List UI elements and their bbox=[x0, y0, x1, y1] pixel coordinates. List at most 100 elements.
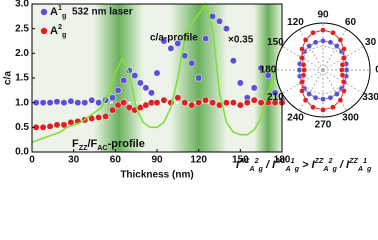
polar-point bbox=[340, 79, 347, 85]
polar-point bbox=[327, 39, 334, 46]
polar-point bbox=[338, 67, 345, 73]
text-part: /F bbox=[87, 138, 97, 150]
text-part: I bbox=[236, 159, 240, 171]
y-tick-label: 2.0 bbox=[15, 48, 29, 59]
polar-point bbox=[310, 104, 316, 111]
polar-point bbox=[299, 55, 306, 61]
data-point bbox=[160, 96, 168, 104]
polar-point bbox=[320, 38, 326, 44]
text-part: A bbox=[322, 165, 328, 173]
polar-point bbox=[334, 91, 340, 97]
text-part: F bbox=[72, 138, 79, 150]
data-point bbox=[236, 79, 244, 87]
x-tick-label: 30 bbox=[68, 155, 80, 166]
data-point bbox=[95, 114, 103, 121]
data-point bbox=[195, 99, 203, 107]
text-part: A bbox=[284, 165, 290, 173]
polar-point bbox=[299, 46, 305, 52]
polar-point bbox=[300, 72, 307, 79]
text-part: 1 bbox=[58, 4, 62, 12]
polar-point bbox=[334, 43, 340, 49]
data-point bbox=[147, 89, 155, 97]
text-part: A bbox=[357, 165, 363, 173]
angle-tick-label: 210 bbox=[267, 92, 284, 103]
text-part: g bbox=[294, 165, 300, 173]
text-part: AC bbox=[238, 157, 250, 165]
text-part: -profile bbox=[108, 138, 145, 150]
data-point bbox=[264, 72, 272, 79]
data-point bbox=[142, 84, 150, 92]
annotation: ×0.35 bbox=[228, 35, 254, 46]
x-tick-label: 180 bbox=[274, 155, 291, 166]
polar-point bbox=[320, 96, 326, 102]
x-tick-label: 90 bbox=[151, 155, 163, 166]
text-part: 2 bbox=[58, 23, 62, 31]
polar-point bbox=[296, 67, 303, 73]
text-part: 1 bbox=[363, 157, 367, 165]
text-part: AC bbox=[97, 144, 107, 152]
angle-tick-label: 180 bbox=[260, 65, 277, 76]
angle-tick-label: 240 bbox=[287, 112, 304, 123]
text-part: A bbox=[50, 25, 58, 37]
data-point bbox=[46, 122, 54, 130]
figure: c/a Thickness (nm) 0 30 60 90 120 150 1800.00.… bbox=[3, 0, 378, 181]
text-part: ZZ bbox=[79, 144, 88, 152]
data-point bbox=[60, 99, 68, 107]
data-point bbox=[88, 96, 96, 104]
angle-tick-label: 330 bbox=[362, 92, 378, 103]
polar-point bbox=[312, 94, 319, 101]
text-part: g bbox=[62, 12, 66, 20]
data-point bbox=[174, 40, 182, 47]
polar-point bbox=[301, 67, 308, 73]
text-part: g bbox=[258, 165, 264, 173]
data-point bbox=[250, 84, 258, 92]
x-tick-label: 60 bbox=[110, 155, 122, 166]
polar-point bbox=[306, 91, 312, 97]
text-part: 2 bbox=[254, 157, 259, 165]
data-point bbox=[46, 99, 54, 107]
polar-point bbox=[337, 97, 344, 103]
data-point bbox=[167, 44, 175, 52]
text-part: g bbox=[62, 31, 66, 39]
data-point bbox=[174, 94, 182, 102]
polar-point bbox=[340, 55, 347, 61]
text-part: g bbox=[366, 165, 372, 173]
polar-point bbox=[343, 67, 350, 73]
text-part: / I bbox=[263, 159, 276, 171]
y-tick-label: 1.5 bbox=[15, 73, 29, 84]
polar-point bbox=[299, 88, 305, 94]
data-point bbox=[160, 37, 168, 45]
plot-background bbox=[32, 4, 282, 152]
rich-text: A1g bbox=[50, 4, 66, 20]
polar-point bbox=[339, 72, 346, 79]
polar-point bbox=[306, 43, 312, 49]
data-point bbox=[222, 99, 230, 107]
data-point bbox=[257, 99, 265, 107]
x-tick-label: 120 bbox=[190, 155, 207, 166]
angle-tick-label: 150 bbox=[267, 37, 284, 48]
legend-marker bbox=[40, 27, 48, 35]
data-point bbox=[39, 99, 47, 107]
data-point bbox=[120, 99, 128, 107]
data-point bbox=[153, 69, 161, 77]
data-point bbox=[216, 17, 223, 25]
y-tick-label: 2.5 bbox=[15, 23, 29, 34]
data-point bbox=[153, 99, 161, 107]
polar-point bbox=[341, 46, 347, 52]
data-point bbox=[102, 113, 110, 120]
polar-point bbox=[327, 94, 334, 101]
data-point bbox=[236, 101, 244, 109]
text-part: 1 bbox=[291, 157, 295, 165]
polar-point bbox=[312, 39, 319, 46]
profile-curve bbox=[31, 2, 283, 143]
text-part: g bbox=[332, 165, 338, 173]
data-point bbox=[136, 79, 144, 87]
data-point bbox=[131, 72, 139, 79]
angle-tick-label: 120 bbox=[287, 17, 304, 28]
text-part: A bbox=[248, 165, 254, 173]
data-point bbox=[109, 106, 117, 114]
data-point bbox=[257, 64, 265, 72]
text-part: AC bbox=[274, 157, 286, 165]
data-point bbox=[271, 89, 279, 97]
data-point bbox=[202, 35, 210, 42]
